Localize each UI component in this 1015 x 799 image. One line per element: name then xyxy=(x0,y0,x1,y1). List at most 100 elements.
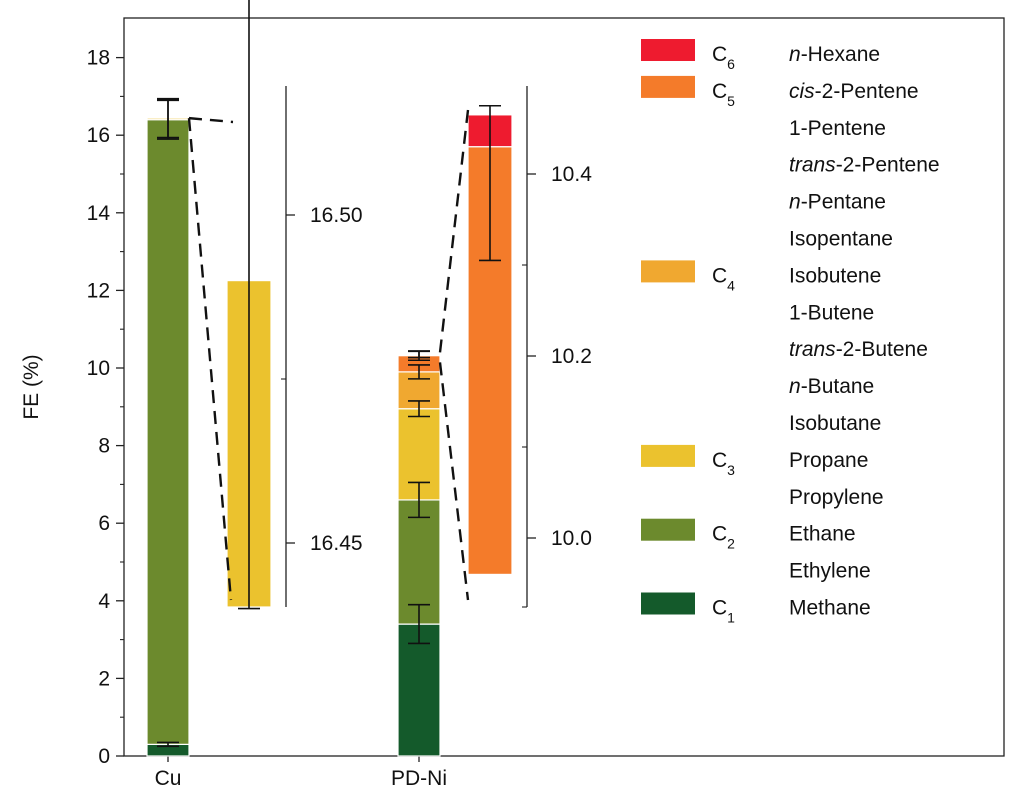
zoom-connector-top xyxy=(438,109,470,353)
bar-stack-cu xyxy=(146,97,190,757)
legend-swatch-c3 xyxy=(641,444,695,467)
legend-group-letter: C xyxy=(712,523,727,546)
legend-label-part: trans xyxy=(789,154,836,177)
legend-label-part: -2-Pentene xyxy=(836,154,940,177)
bar-segment-c1 xyxy=(397,623,441,757)
error-bar xyxy=(408,481,430,519)
legend-group-label: C6 xyxy=(712,43,735,72)
bar-segment-c2 xyxy=(146,119,190,745)
legend-item-label: Isopentane xyxy=(789,228,893,251)
legend-group-subscript: 3 xyxy=(727,462,735,478)
zoom-connector-bottom xyxy=(438,362,470,601)
legend-group-subscript: 5 xyxy=(727,93,735,109)
zoom-connector-top xyxy=(188,116,234,124)
legend-label-part: Methane xyxy=(789,597,871,620)
legend-item-label: Methane xyxy=(789,597,871,620)
legend-group-c4: C4 Isobutene 1-Butene trans-2-Butene n-Butan… xyxy=(641,260,928,435)
legend-item-label: Isobutane xyxy=(789,412,881,435)
legend-item-label: 1-Butene xyxy=(789,301,874,324)
legend-swatch-c4 xyxy=(641,260,695,283)
y-axis: 0 2 4 6 8 10 12 14 16 18 xyxy=(87,47,124,768)
bar-segment-c2 xyxy=(397,499,441,625)
legend-label-part: Propane xyxy=(789,449,868,472)
legend-label-part: Ethane xyxy=(789,523,856,546)
legend-group-label: C1 xyxy=(712,597,735,626)
legend-group-letter: C xyxy=(712,597,727,620)
y-tick-label: 16 xyxy=(87,124,110,147)
legend-label-part: Isobutane xyxy=(789,412,881,435)
y-tick-label: 10 xyxy=(87,357,110,380)
legend-swatch-c1 xyxy=(641,592,695,615)
y-tick-label: 12 xyxy=(87,279,110,302)
legend-group-c1: C1 Methane xyxy=(641,592,871,626)
legend-item-label: Propylene xyxy=(789,486,884,509)
y-tick-label: 8 xyxy=(98,435,110,458)
error-bar xyxy=(408,364,430,380)
error-bar xyxy=(479,104,501,262)
legend-group-letter: C xyxy=(712,264,727,287)
x-tick-label: PD-Ni xyxy=(391,767,447,790)
legend-label-part: trans xyxy=(789,338,836,361)
legend-item-label: trans-2-Butene xyxy=(789,338,928,361)
legend-label-part: -Butane xyxy=(801,375,875,398)
inset-tick-label: 16.45 xyxy=(310,532,363,555)
legend-group-subscript: 4 xyxy=(727,277,735,293)
legend-item-label: cis-2-Pentene xyxy=(789,80,919,103)
legend-group-subscript: 1 xyxy=(727,610,735,626)
legend-group-letter: C xyxy=(712,43,727,66)
inset-pd-ni: 10.0 10.2 10.4 xyxy=(438,86,592,608)
legend-group-c3: C3 Propane Propylene xyxy=(641,444,884,509)
legend-item-label: trans-2-Pentene xyxy=(789,154,940,177)
inset-tick-label: 10.2 xyxy=(551,345,592,368)
legend-label-part: Ethylene xyxy=(789,560,871,583)
legend-swatch-c6 xyxy=(641,39,695,61)
inset-tick-label: 10.0 xyxy=(551,527,592,550)
legend-group-label: C4 xyxy=(712,264,735,293)
legend-label-part: Isopentane xyxy=(789,228,893,251)
legend-item-label: Isobutene xyxy=(789,264,881,287)
legend-group-subscript: 6 xyxy=(727,56,735,72)
legend-group-label: C5 xyxy=(712,80,735,109)
zoom-insets: 16.45 16.50 10.0 10.2 10.4 xyxy=(187,0,592,610)
legend-label-part: 1-Butene xyxy=(789,301,874,324)
error-bar xyxy=(157,97,179,139)
legend-label-part: n xyxy=(789,43,801,66)
legend-label-part: -2-Pentene xyxy=(815,80,919,103)
legend-label-part: n xyxy=(789,191,801,214)
y-tick-label: 4 xyxy=(98,590,110,613)
legend-label-part: Propylene xyxy=(789,486,884,509)
legend-item-label: n-Butane xyxy=(789,375,874,398)
legend-label-part: n xyxy=(789,375,801,398)
error-bar xyxy=(157,741,179,748)
legend-group-label: C2 xyxy=(712,523,735,552)
bar-stack-pd-ni xyxy=(397,350,441,757)
error-bar xyxy=(238,0,260,610)
legend-item-label: Propane xyxy=(789,449,868,472)
legend-item-label: Ethylene xyxy=(789,560,871,583)
legend-group-letter: C xyxy=(712,449,727,472)
legend-label-part: -Hexane xyxy=(801,43,880,66)
zoom-connector-bottom xyxy=(187,118,233,601)
legend-swatch-c5 xyxy=(641,75,695,98)
inset-tick-label: 16.50 xyxy=(310,204,363,227)
error-bar xyxy=(408,603,430,645)
legend-item-label: 1-Pentene xyxy=(789,117,886,140)
y-tick-label: 2 xyxy=(98,667,110,690)
legend-group-c2: C2 Ethane Ethylene xyxy=(641,518,871,583)
legend-label-part: cis xyxy=(789,80,815,103)
legend-label-part: 1-Pentene xyxy=(789,117,886,140)
y-tick-label: 14 xyxy=(87,202,111,225)
error-bar xyxy=(408,400,430,418)
error-bar xyxy=(408,350,430,359)
inset-tick-label: 10.4 xyxy=(551,163,592,186)
legend-group-label: C3 xyxy=(712,449,735,478)
legend-group-c6: C6 n-Hexane xyxy=(641,39,880,72)
inset-cu: 16.45 16.50 xyxy=(187,0,363,610)
plot-frame xyxy=(123,17,1005,757)
legend-label-part: -2-Butene xyxy=(836,338,928,361)
x-tick-label: Cu xyxy=(155,767,182,790)
legend-item-label: n-Hexane xyxy=(789,43,880,66)
y-tick-label: 6 xyxy=(98,512,110,535)
